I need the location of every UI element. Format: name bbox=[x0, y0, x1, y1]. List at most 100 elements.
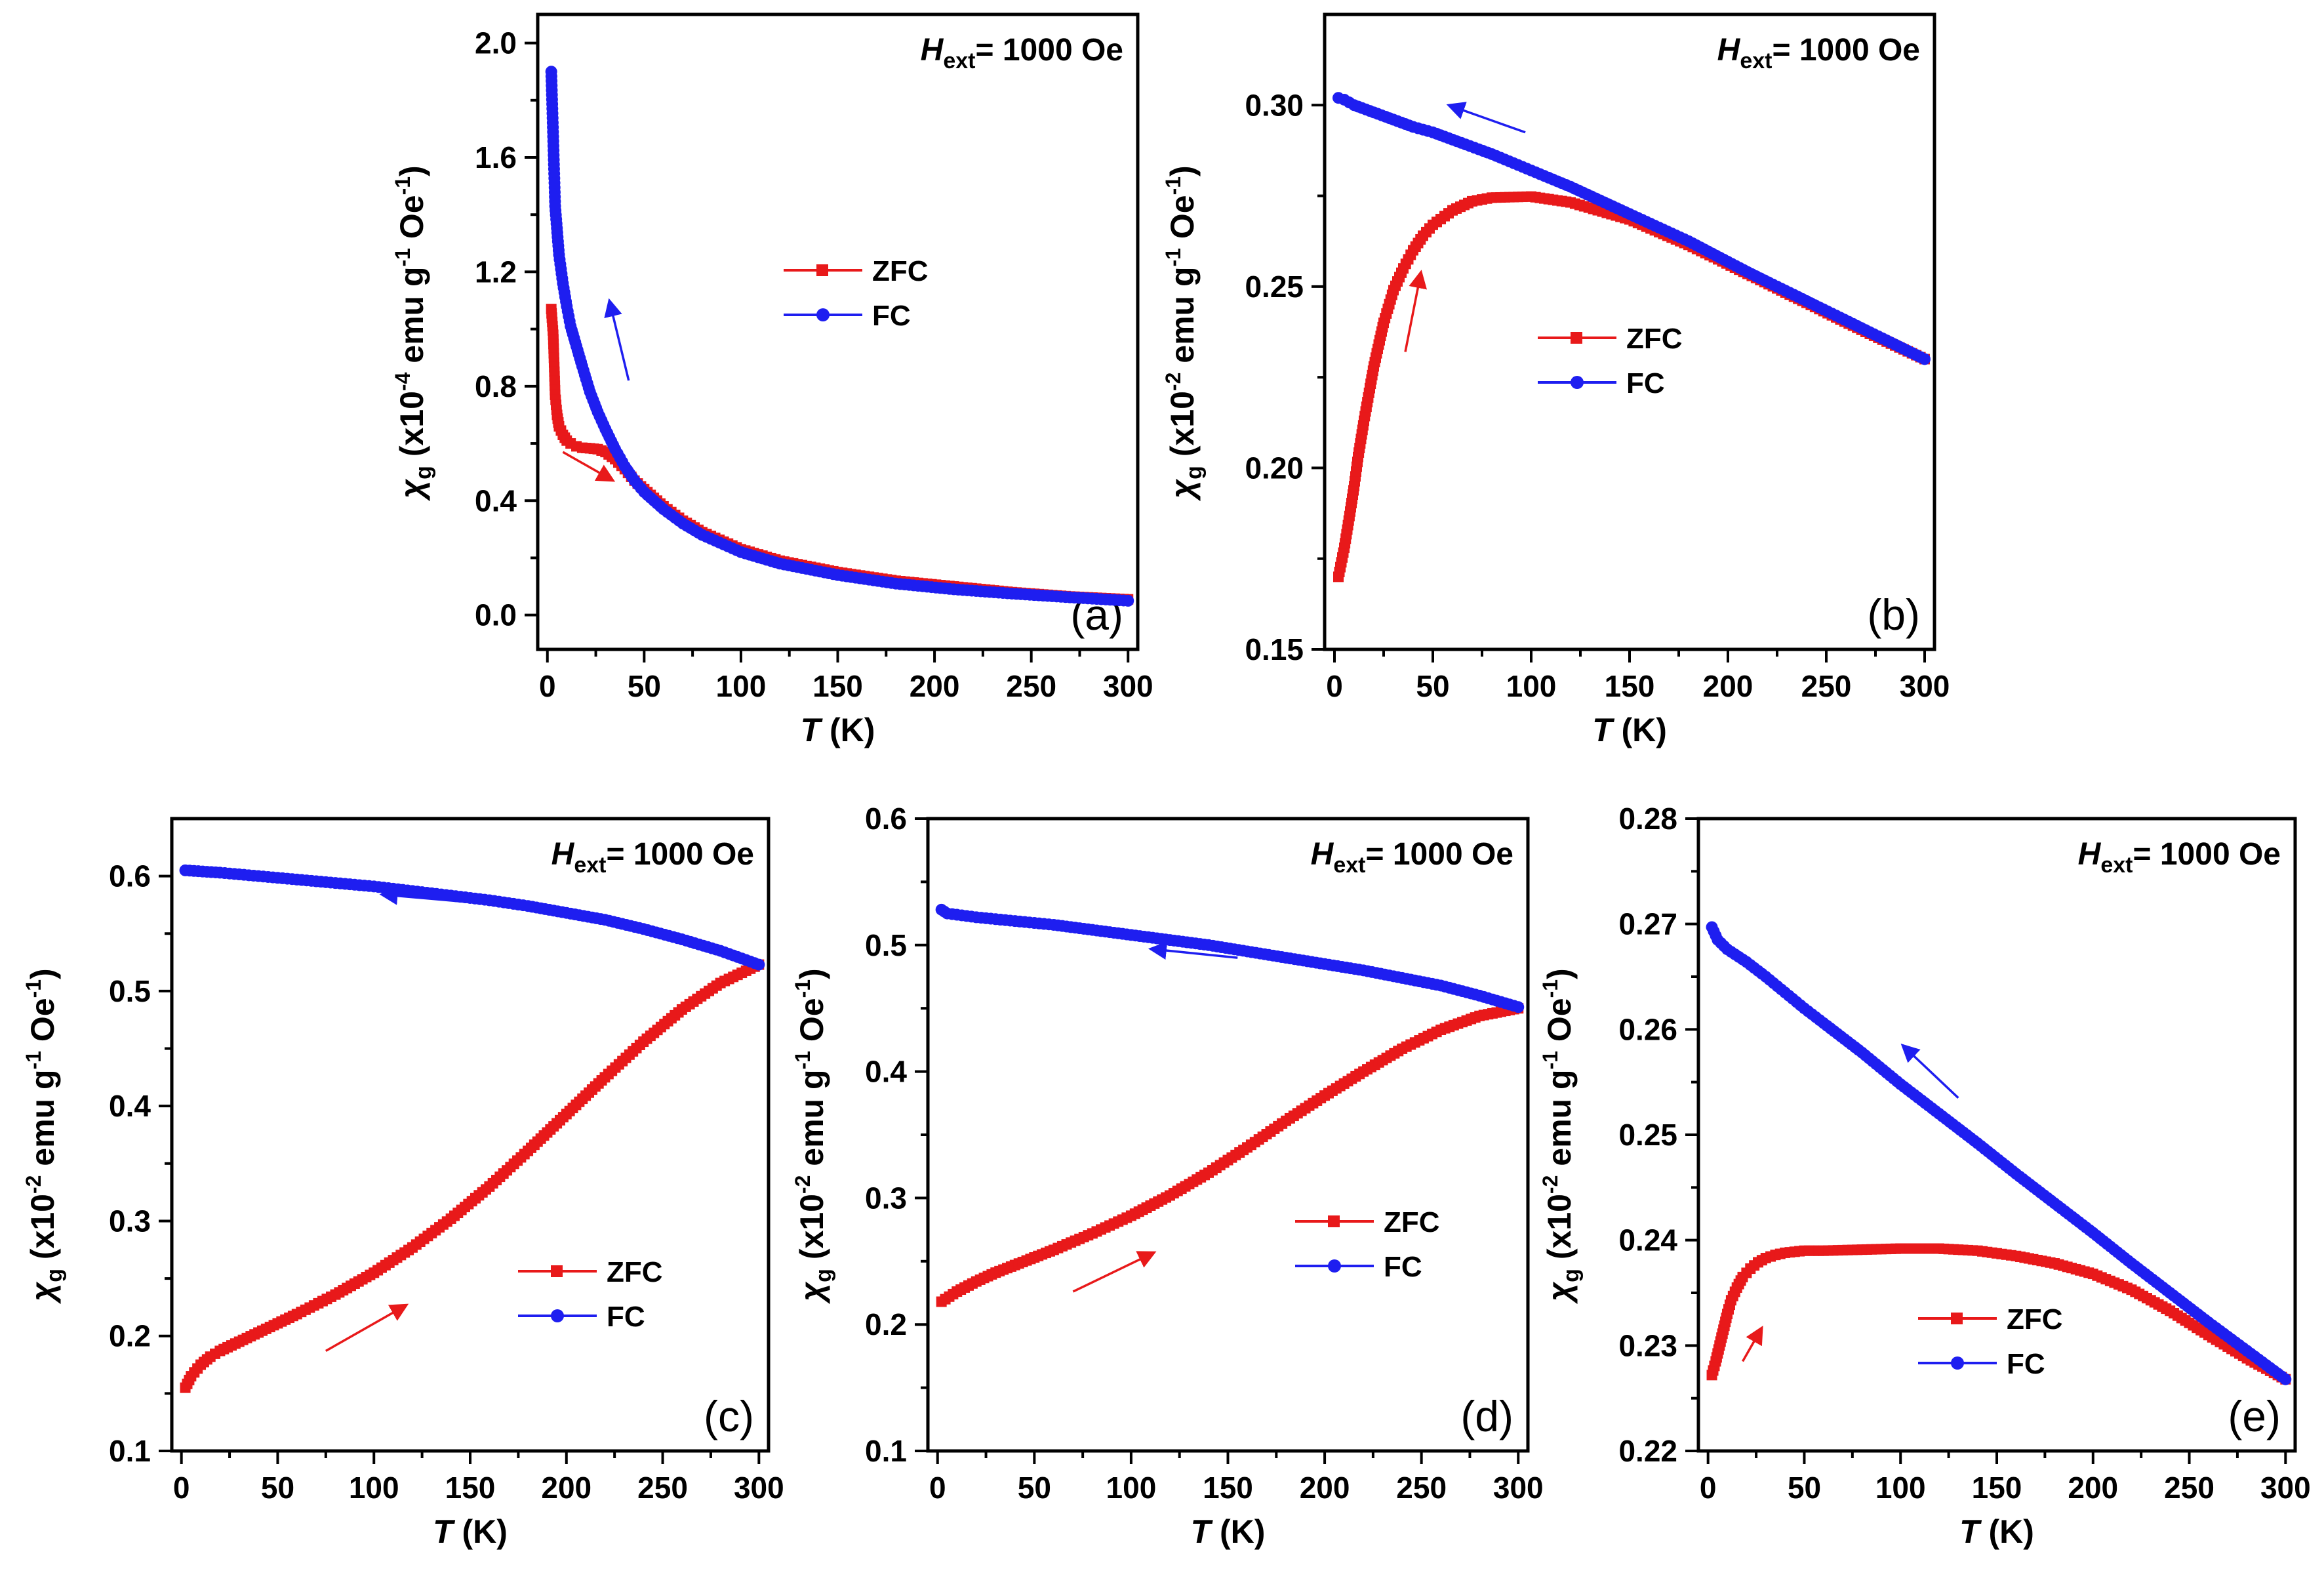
panel-c-zfc-markers bbox=[180, 959, 765, 1393]
panel-c-ytick-label: 0.5 bbox=[109, 974, 151, 1008]
panel-e-xlabel: T (K) bbox=[1959, 1513, 2034, 1550]
panel-e-legend-fc-label: FC bbox=[2007, 1348, 2045, 1380]
panel-b-ylabel-var: χ bbox=[1164, 478, 1201, 502]
panel-d-ytick-label: 0.5 bbox=[865, 928, 907, 962]
panel-d-ytick-label: 0.4 bbox=[865, 1055, 907, 1089]
panel-e-ylabel-exp: -2 bbox=[1538, 1175, 1562, 1194]
panel-c-xtick-label: 200 bbox=[541, 1471, 591, 1505]
panel-a-ytick-label: 0.4 bbox=[475, 483, 517, 518]
panel-c-xtick-label: 300 bbox=[734, 1471, 784, 1505]
panel-d-ylabel-sub: g bbox=[811, 1269, 836, 1282]
panel-d-ylabel-mid: emu g bbox=[793, 1069, 830, 1175]
panel-b-legend-zfc-label: ZFC bbox=[1626, 323, 1683, 355]
panel-a-ylabel: χg (x10-4 emu g-1 Oe-1) bbox=[391, 165, 436, 501]
panel-a-ylabel-var: χ bbox=[393, 478, 430, 502]
panel-a-ytick-label: 2.0 bbox=[475, 26, 517, 60]
panel-d-ytick-label: 0.6 bbox=[865, 802, 907, 836]
panel-c-panel-label: (c) bbox=[704, 1392, 754, 1440]
panel-e-xtick-label: 250 bbox=[2164, 1471, 2214, 1505]
panel-b-ylabel-exp: -2 bbox=[1161, 373, 1185, 391]
panel-d-xtick-label: 300 bbox=[1493, 1471, 1544, 1505]
panel-b-xtick-label: 150 bbox=[1605, 669, 1655, 703]
panel-e-ytick-label: 0.26 bbox=[1618, 1012, 1677, 1046]
panel-a-fc-point bbox=[1122, 594, 1134, 607]
panel-c-field-label-main: H bbox=[551, 837, 575, 872]
panel-d-ytick-label: 0.3 bbox=[865, 1181, 907, 1215]
panel-e-zfc-markers bbox=[1706, 1243, 2291, 1385]
panel-e-ytick-label: 0.27 bbox=[1618, 907, 1677, 941]
panel-d-field-label-sub: ext bbox=[1333, 853, 1365, 878]
panel-d-ylabel: χg (x10-2 emu g-1 Oe-1) bbox=[791, 968, 836, 1304]
panel-a-ytick-label: 1.2 bbox=[475, 255, 517, 289]
panel-b-xlabel-var: T bbox=[1592, 712, 1615, 748]
panel-e-legend-fc-marker bbox=[1951, 1356, 1964, 1370]
panel-c-ytick-label: 0.4 bbox=[109, 1089, 151, 1123]
panel-c-field-label-rest: = 1000 Oe bbox=[606, 837, 754, 872]
panel-a-xtick-label: 200 bbox=[910, 669, 960, 703]
panel-e-ylabel-pre: (x10 bbox=[1541, 1194, 1578, 1269]
panel-e-panel-label: (e) bbox=[2228, 1392, 2281, 1440]
panel-d-ylabel-end: ) bbox=[793, 968, 830, 979]
panel-b-ylabel-end: ) bbox=[1164, 165, 1201, 176]
panel-b: 0 50 100 150 200 250 300 0.15 0.20 0.25 0.30 T (K) χ… bbox=[1161, 12, 1950, 748]
panel-c-ytick-label: 0.2 bbox=[109, 1319, 151, 1353]
panel-d-field-label-rest: = 1000 Oe bbox=[1365, 837, 1513, 872]
panel-b-ytick-label: 0.25 bbox=[1245, 270, 1304, 304]
panel-a-ytick-label: 1.6 bbox=[475, 140, 517, 174]
panel-a-ylabel-pre: (x10 bbox=[393, 391, 430, 466]
panel-c-arrow-fc bbox=[379, 886, 475, 905]
panel-a-xtick-label: 0 bbox=[539, 669, 556, 703]
panel-e-ylabel-sub: g bbox=[1559, 1269, 1584, 1282]
panel-d-arrow-zfc bbox=[1072, 1251, 1157, 1293]
panel-e-xtick-label: 100 bbox=[1875, 1471, 1926, 1505]
panel-d-xlabel-unit: (K) bbox=[1211, 1513, 1265, 1550]
panel-a-xlabel: T (K) bbox=[801, 712, 875, 748]
panel-c-ylabel: χg (x10-2 emu g-1 Oe-1) bbox=[22, 968, 67, 1304]
panel-a-xlabel-unit: (K) bbox=[820, 712, 875, 748]
panel-d-ytick-label: 0.2 bbox=[865, 1307, 907, 1341]
panel-a-field-label-main: H bbox=[921, 33, 944, 68]
panel-c-xtick-label: 50 bbox=[261, 1471, 294, 1505]
panel-c-ylabel-exp: -2 bbox=[22, 1175, 45, 1194]
panel-d-legend-fc-label: FC bbox=[1384, 1251, 1422, 1283]
panel-d-xtick-label: 0 bbox=[929, 1471, 946, 1505]
panel-e-xtick-label: 50 bbox=[1788, 1471, 1821, 1505]
panel-a-ylabel-sub: g bbox=[411, 466, 436, 479]
panel-a-xlabel-var: T bbox=[801, 712, 824, 748]
panel-d-xtick-label: 200 bbox=[1300, 1471, 1350, 1505]
panel-c-ylabel-post: Oe bbox=[24, 998, 61, 1051]
panel-d-panel-label: (d) bbox=[1460, 1392, 1513, 1440]
panel-d-ytick-label: 0.1 bbox=[865, 1434, 907, 1468]
panel-c-fc-point bbox=[753, 958, 765, 971]
panel-a-arrow-zfc bbox=[562, 451, 616, 482]
panel-b-ylabel-exp3: -1 bbox=[1161, 176, 1185, 195]
panel-e-legend: ZFC FC bbox=[1918, 1303, 2063, 1380]
panel-c-ylabel-end: ) bbox=[24, 968, 61, 979]
panel-b-field-label-main: H bbox=[1717, 33, 1741, 68]
panel-b-ylabel-exp2: -1 bbox=[1161, 248, 1185, 266]
panel-c-legend: ZFC FC bbox=[518, 1256, 663, 1333]
panel-a-field-label-sub: ext bbox=[943, 49, 975, 73]
panel-d-ylabel-exp2: -1 bbox=[791, 1051, 814, 1069]
panel-b-field-label-rest: = 1000 Oe bbox=[1772, 33, 1920, 68]
panel-e-legend-zfc-label: ZFC bbox=[2007, 1303, 2063, 1335]
panel-e-ytick-label: 0.28 bbox=[1618, 802, 1677, 836]
panel-d-ylabel-var: χ bbox=[793, 1281, 830, 1305]
panel-a-legend: ZFC FC bbox=[784, 255, 929, 332]
panel-b-field-label-sub: ext bbox=[1740, 49, 1772, 73]
panel-c: 0 50 100 150 200 250 300 0.1 0.2 0.3 0.4 0.5 0.6 T (K… bbox=[22, 817, 784, 1550]
panel-b-xtick-label: 0 bbox=[1326, 669, 1343, 703]
panel-d-zfc-markers bbox=[936, 1003, 1524, 1307]
panel-d-ylabel-exp: -2 bbox=[791, 1175, 814, 1194]
panel-e-xtick-label: 200 bbox=[2068, 1471, 2118, 1505]
panel-e-xlabel-var: T bbox=[1959, 1513, 1982, 1550]
panel-e-field-label: Hext= 1000 Oe bbox=[2078, 837, 2281, 878]
panel-e-field-label-rest: = 1000 Oe bbox=[2133, 837, 2281, 872]
panel-d-fc-markers bbox=[935, 903, 1525, 1013]
panel-b-xlabel-unit: (K) bbox=[1613, 712, 1667, 748]
panel-d-xtick-label: 100 bbox=[1106, 1471, 1157, 1505]
panel-e-ytick-label: 0.24 bbox=[1618, 1223, 1677, 1257]
panel-c-legend-fc-marker bbox=[551, 1309, 564, 1322]
panel-e-xtick-label: 0 bbox=[1700, 1471, 1717, 1505]
panel-d-arrow-fc bbox=[1148, 941, 1238, 960]
